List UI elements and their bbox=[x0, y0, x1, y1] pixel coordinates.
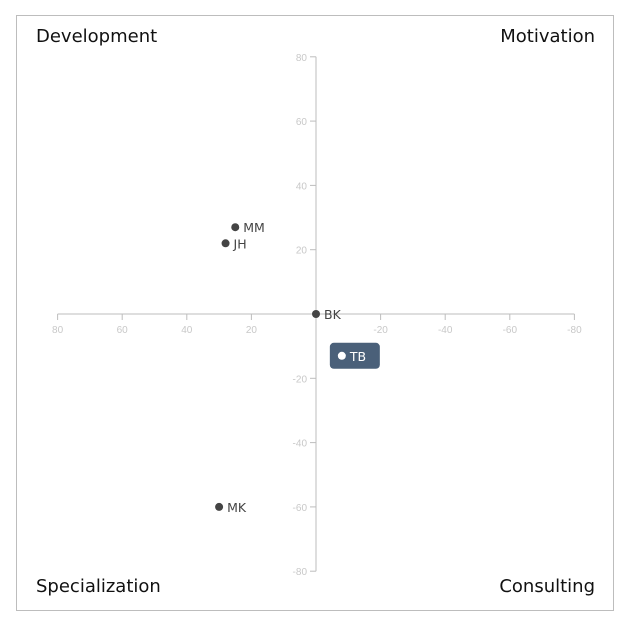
data-point bbox=[337, 351, 346, 360]
x-tick-label: 20 bbox=[246, 325, 258, 336]
data-point-label: BK bbox=[324, 307, 342, 322]
y-tick-label: -60 bbox=[293, 503, 308, 514]
x-tick-label: 60 bbox=[117, 325, 129, 336]
y-tick-label: -20 bbox=[293, 374, 308, 385]
y-tick-label: -40 bbox=[293, 439, 308, 450]
x-tick-label: 40 bbox=[181, 325, 193, 336]
data-point-label: MK bbox=[227, 500, 247, 515]
x-tick-label: -40 bbox=[438, 325, 453, 336]
y-tick-label: -80 bbox=[293, 567, 308, 578]
data-point bbox=[221, 239, 230, 248]
quadrant-label-bottom-left: Specialization bbox=[36, 576, 161, 597]
highlight-box bbox=[329, 342, 380, 369]
y-tick-label: 80 bbox=[296, 53, 308, 64]
x-tick-label: 80 bbox=[52, 325, 64, 336]
quadrant-label-top-right: Motivation bbox=[500, 26, 595, 47]
x-tick-label: -60 bbox=[503, 325, 518, 336]
quadrant-label-bottom-right: Consulting bbox=[499, 576, 595, 597]
x-tick-label: -80 bbox=[567, 325, 582, 336]
y-tick-label: 40 bbox=[296, 181, 308, 192]
data-point-label: MM bbox=[243, 220, 265, 235]
y-tick-label: 20 bbox=[296, 246, 308, 257]
data-point bbox=[215, 502, 224, 511]
data-point bbox=[312, 310, 320, 318]
y-tick-label: 60 bbox=[296, 117, 308, 128]
x-tick-label: -20 bbox=[373, 325, 388, 336]
quadrant-label-top-left: Development bbox=[36, 26, 158, 47]
data-point bbox=[231, 223, 240, 232]
data-point-label: TB bbox=[349, 349, 366, 364]
data-point-label: JH bbox=[233, 236, 247, 251]
